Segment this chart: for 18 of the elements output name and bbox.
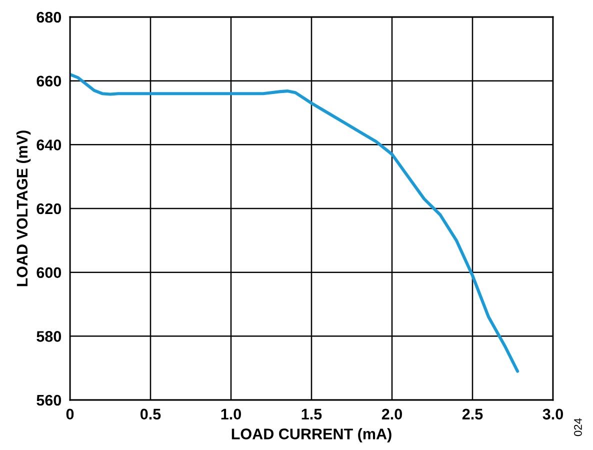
x-tick-label: 1.0: [221, 408, 241, 420]
x-axis-title: LOAD CURRENT (mA): [232, 428, 392, 442]
y-tick-label: 640: [36, 140, 62, 150]
y-tick-label: 660: [36, 76, 62, 87]
y-tick-label: 620: [36, 203, 62, 214]
x-tick-label: 2.5: [462, 408, 483, 420]
y-axis-title: LOAD VOLTAGE (mV): [16, 130, 31, 286]
y-tick-label: 560: [36, 394, 62, 406]
x-tick-label: 3.0: [542, 408, 563, 420]
x-tick-label: 0.5: [140, 408, 161, 420]
x-tick-label: 2.0: [382, 408, 402, 420]
y-tick-label: 680: [36, 12, 62, 23]
y-tick-label: 580: [36, 331, 62, 342]
line-series: [70, 72, 520, 373]
x-tick-label: 0: [66, 408, 74, 420]
y-tick-label: 600: [36, 267, 62, 278]
x-tick-label: 1.5: [302, 408, 322, 420]
text: 024: [574, 418, 582, 436]
